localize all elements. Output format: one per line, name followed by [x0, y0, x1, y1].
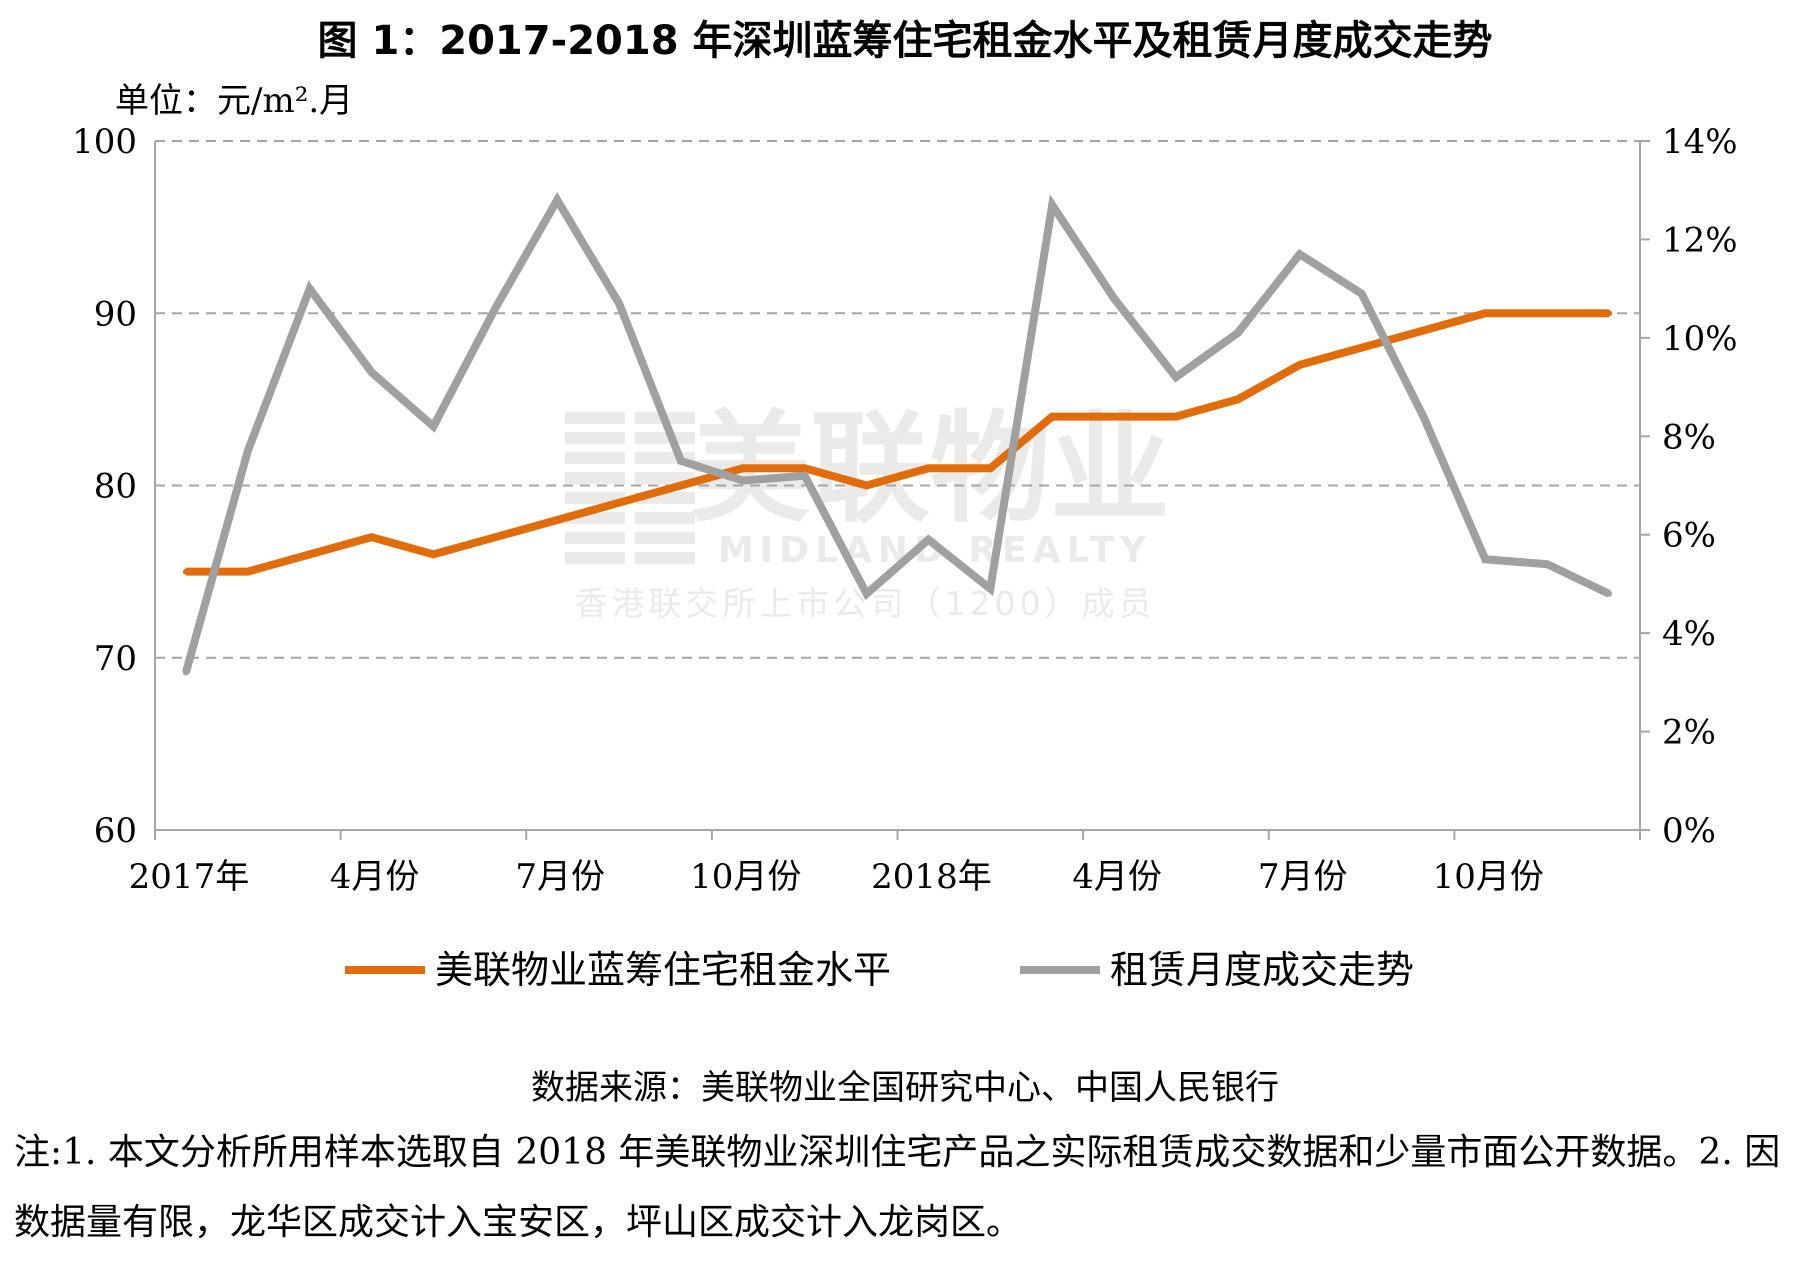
y-right-tick-label: 8%: [1662, 417, 1716, 457]
rent-level-point: [1358, 344, 1365, 351]
rent-level-point: [306, 551, 313, 558]
watermark-en: MIDLAND REALTY: [718, 530, 1152, 571]
rent-level-point: [1606, 310, 1613, 317]
chart-svg: 美联物业 MIDLAND REALTY 香港联交所上市公司（1200）成员 60…: [72, 81, 1737, 992]
transactions-point: [739, 477, 746, 484]
legend-label-transactions: 租赁月度成交走势: [1110, 948, 1414, 992]
transactions-point: [1296, 251, 1303, 258]
logo-mark: [565, 412, 695, 564]
rent-level-point: [1049, 413, 1056, 420]
y-left-tick-label: 70: [94, 639, 137, 679]
x-tick-label: 10月份: [1433, 857, 1544, 897]
x-tick-label: 2017年: [129, 857, 250, 897]
transactions-point: [430, 423, 437, 430]
unit-label: 单位：元/m².月: [115, 81, 353, 121]
rent-level-point: [1172, 413, 1179, 420]
rent-level-point: [801, 465, 808, 472]
x-tick-label: 10月份: [690, 857, 801, 897]
transactions-point: [1358, 290, 1365, 297]
y-right-tick-label: 2%: [1662, 713, 1716, 753]
x-tick-label: 4月份: [1072, 857, 1162, 897]
rent-level-point: [244, 568, 251, 575]
series-line-transactions: [182, 192, 1611, 674]
transactions-point: [863, 590, 870, 597]
rent-level-point: [677, 482, 684, 489]
note-text: 注:1. 本文分析所用样本选取自 2018 年美联物业深圳住宅产品之实际租赁成交…: [14, 1132, 1781, 1243]
transactions-point: [925, 536, 932, 543]
rent-level-point: [863, 482, 870, 489]
transactions-point: [1172, 374, 1179, 381]
rent-level-point: [182, 568, 189, 575]
transactions-point: [1606, 590, 1613, 597]
transactions-point: [1544, 561, 1551, 568]
axes: 60 70 80 90 100 0% 2% 4% 6% 8% 10% 12% 14% 2017年 4月份 7月…: [72, 122, 1737, 897]
transactions-point: [1049, 201, 1056, 208]
rent-level-point: [368, 534, 375, 541]
y-left-tick-label: 60: [94, 811, 137, 851]
x-tick-label: 7月份: [1258, 857, 1348, 897]
series-line-rent-level: [185, 309, 1610, 576]
transactions-point: [306, 285, 313, 292]
rent-level-point: [739, 465, 746, 472]
rent-level-point: [1482, 310, 1489, 317]
y-left-tick-label: 80: [94, 467, 137, 507]
y-right-tick-label: 4%: [1662, 614, 1716, 654]
rent-level-point: [1420, 327, 1427, 334]
rent-level-point: [1234, 396, 1241, 403]
transactions-point: [801, 472, 808, 479]
legend: 美联物业蓝筹住宅租金水平 租赁月度成交走势: [345, 948, 1414, 992]
rent-level-point: [987, 465, 994, 472]
transactions-point: [616, 300, 623, 307]
y-left-tick-label: 100: [72, 122, 137, 162]
y-left-tick-label: 90: [94, 294, 137, 334]
x-tick-label: 4月份: [330, 857, 420, 897]
transactions-point: [987, 585, 994, 592]
transactions-point: [554, 197, 561, 204]
rent-level-point: [1111, 413, 1118, 420]
transactions-point: [677, 457, 684, 464]
series-layer: [182, 192, 1613, 676]
transactions-point: [244, 448, 251, 455]
x-tick-label: 7月份: [515, 857, 605, 897]
y-right-tick-label: 12%: [1662, 220, 1738, 260]
grid-lines: [155, 140, 1640, 659]
y-right-tick-label: 0%: [1662, 811, 1716, 851]
transactions-point: [492, 305, 499, 312]
x-tick-label: 2018年: [871, 857, 992, 897]
chart-title: 图 1：2017-2018 年深圳蓝筹住宅租金水平及租赁月度成交走势: [317, 18, 1493, 64]
transactions-point: [1234, 329, 1241, 336]
transactions-point: [182, 669, 189, 676]
rent-level-point: [1544, 310, 1551, 317]
transactions-point: [1420, 413, 1427, 420]
legend-label-rent-level: 美联物业蓝筹住宅租金水平: [435, 948, 891, 992]
rent-level-point: [554, 516, 561, 523]
rent-level-point: [925, 465, 932, 472]
transactions-point: [1111, 295, 1118, 302]
y-right-tick-label: 14%: [1662, 122, 1738, 162]
rent-level-point: [492, 534, 499, 541]
y-right-tick-label: 6%: [1662, 516, 1716, 556]
rent-level-point: [430, 551, 437, 558]
y-right-tick-label: 10%: [1662, 319, 1738, 359]
rent-level-point: [616, 499, 623, 506]
rent-level-point: [1296, 361, 1303, 368]
transactions-point: [368, 369, 375, 376]
source-text: 数据来源：美联物业全国研究中心、中国人民银行: [531, 1068, 1279, 1108]
transactions-point: [1482, 556, 1489, 563]
